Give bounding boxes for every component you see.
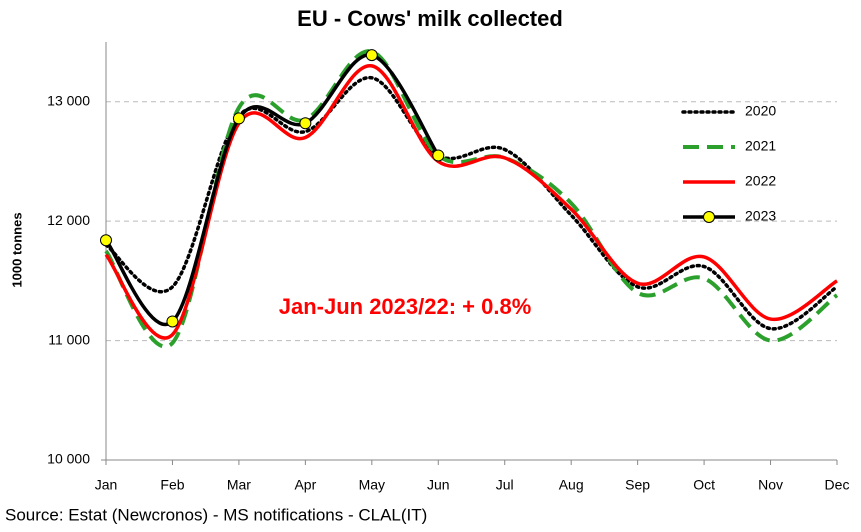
x-tick-label: Jun xyxy=(427,477,450,493)
x-tick-label: Dec xyxy=(825,477,850,493)
y-axis-label: 1000 tonnes xyxy=(9,212,24,287)
x-tick-label: Jul xyxy=(496,477,514,493)
y-tick-label: 12 000 xyxy=(47,212,90,228)
y-tick-label: 10 000 xyxy=(47,451,90,467)
marker xyxy=(365,49,378,62)
x-tick-label: Mar xyxy=(227,477,251,493)
legend-marker xyxy=(703,211,715,223)
x-tick-label: Sep xyxy=(625,477,650,493)
chart-title: EU - Cows' milk collected xyxy=(297,6,563,31)
x-tick-label: Nov xyxy=(758,477,783,493)
line xyxy=(104,53,440,327)
marker xyxy=(432,149,445,162)
x-tick-label: Aug xyxy=(559,477,584,493)
legend-label: 2023 xyxy=(745,208,776,224)
source: Source: Estat (Newcronos) - MS notificat… xyxy=(5,505,427,524)
marker xyxy=(232,112,245,125)
legend-label: 2021 xyxy=(745,138,776,154)
marker xyxy=(299,117,312,130)
x-tick-label: Oct xyxy=(693,477,715,493)
annotation: Jan-Jun 2023/22: + 0.8% xyxy=(279,294,532,319)
marker xyxy=(100,234,112,247)
y-tick-label: 11 000 xyxy=(48,331,90,347)
x-tick-label: Feb xyxy=(160,477,184,493)
legend-label: 2020 xyxy=(745,103,776,119)
x-tick-label: May xyxy=(359,477,385,493)
line xyxy=(104,76,839,331)
x-tick-label: Apr xyxy=(294,477,316,493)
marker xyxy=(166,315,179,328)
y-tick-label: 13 000 xyxy=(47,92,90,108)
x-tick-label: Jan xyxy=(95,477,118,493)
legend-label: 2022 xyxy=(745,173,776,189)
